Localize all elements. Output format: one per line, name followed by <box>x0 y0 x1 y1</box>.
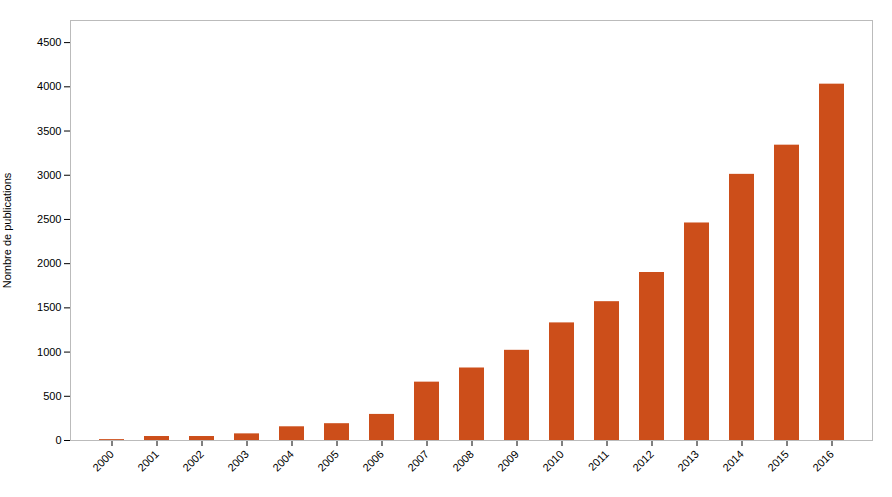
svg-text:2001: 2001 <box>135 448 161 474</box>
svg-text:2006: 2006 <box>360 448 386 474</box>
svg-text:0: 0 <box>55 434 61 446</box>
svg-text:4000: 4000 <box>37 80 61 92</box>
svg-text:3500: 3500 <box>37 125 61 137</box>
svg-text:500: 500 <box>43 390 61 402</box>
svg-text:2010: 2010 <box>540 448 566 474</box>
svg-text:2008: 2008 <box>450 448 476 474</box>
svg-text:2000: 2000 <box>37 257 61 269</box>
svg-text:Nombre de publications: Nombre de publications <box>1 172 13 288</box>
svg-text:2013: 2013 <box>675 448 701 474</box>
svg-text:2003: 2003 <box>225 448 251 474</box>
svg-text:2002: 2002 <box>180 448 206 474</box>
svg-text:2005: 2005 <box>315 448 341 474</box>
svg-text:4500: 4500 <box>37 36 61 48</box>
svg-text:1500: 1500 <box>37 301 61 313</box>
svg-text:2016: 2016 <box>810 448 836 474</box>
svg-text:1000: 1000 <box>37 346 61 358</box>
svg-text:2015: 2015 <box>765 448 791 474</box>
svg-text:2004: 2004 <box>270 448 296 474</box>
svg-text:2012: 2012 <box>630 448 656 474</box>
svg-text:2009: 2009 <box>495 448 521 474</box>
svg-text:3000: 3000 <box>37 169 61 181</box>
svg-text:2014: 2014 <box>720 448 746 474</box>
svg-text:2000: 2000 <box>90 448 116 474</box>
svg-text:2011: 2011 <box>586 448 611 473</box>
svg-text:2007: 2007 <box>405 448 431 474</box>
svg-text:2500: 2500 <box>37 213 61 225</box>
